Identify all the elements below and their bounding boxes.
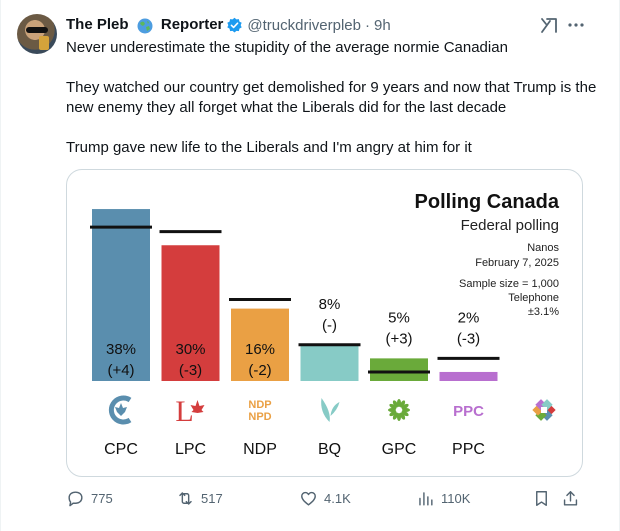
avatar-can [39, 36, 49, 50]
ppc-logo-icon: PPC [453, 403, 484, 420]
tweet-time[interactable]: 9h [373, 16, 391, 34]
tweet-line-2: They watched our country get demolished … [66, 79, 597, 116]
avatar[interactable] [17, 14, 57, 54]
cpc-logo-icon [108, 395, 132, 425]
author-name[interactable]: The Pleb Reporter [66, 16, 223, 33]
reply-icon [68, 490, 83, 506]
views-button[interactable]: 110K [416, 486, 470, 510]
bar-ppc [439, 371, 498, 381]
svg-text:L: L [175, 395, 193, 428]
like-count: 4.1K [324, 490, 351, 506]
separator-dot: · [364, 16, 370, 34]
grok-icon[interactable] [539, 15, 559, 35]
value-label-bq: 8% [319, 296, 341, 313]
tweet-header: The Pleb Reporter @truckdriverpleb · 9h [66, 15, 391, 35]
retweet-count: 517 [201, 490, 223, 506]
share-icon [563, 490, 578, 506]
more-dots-icon[interactable] [567, 16, 585, 34]
tweet-actions: 775 517 4.1K 110K [66, 486, 586, 510]
chart-subtitle: Federal polling [461, 217, 559, 234]
chart-method: Telephone [508, 292, 559, 304]
chart-title: Polling Canada [415, 191, 560, 213]
bar-gpc [370, 358, 428, 381]
polling-chart: Polling Canada Federal polling Nanos Feb… [90, 191, 560, 458]
category-label-ndp: NDP [243, 441, 277, 458]
category-label-lpc: LPC [175, 441, 206, 458]
share-button[interactable] [561, 486, 586, 510]
tweet-image[interactable]: Polling Canada Federal polling Nanos Feb… [66, 169, 583, 477]
change-label-cpc: (+4) [107, 362, 134, 379]
reply-count: 775 [91, 490, 113, 506]
tweet-line-3: Trump gave new life to the Liberals and … [66, 139, 472, 156]
value-label-ppc: 2% [458, 309, 480, 326]
view-count: 110K [441, 490, 471, 506]
value-label-gpc: 5% [388, 309, 410, 326]
retweet-icon [179, 491, 192, 505]
value-label-cpc: 38% [106, 341, 136, 358]
reply-button[interactable]: 775 [66, 486, 113, 510]
like-button[interactable]: 4.1K [299, 486, 351, 510]
bar-ndp [231, 308, 289, 381]
value-label-lpc: 30% [175, 341, 205, 358]
author-name-part1: The Pleb [66, 16, 129, 34]
change-label-bq: (-) [322, 317, 337, 334]
change-label-ppc: (-3) [457, 330, 480, 347]
svg-text:NPD: NPD [248, 411, 271, 423]
avatar-glasses [26, 27, 48, 33]
bar-cpc [92, 209, 150, 381]
views-icon [419, 491, 433, 506]
bookmark-button[interactable] [532, 486, 557, 510]
svg-text:NDP: NDP [248, 399, 271, 411]
heart-icon [301, 491, 316, 506]
author-handle[interactable]: @truckdriverpleb [247, 16, 361, 34]
category-label-cpc: CPC [104, 441, 138, 458]
category-label-bq: BQ [318, 441, 341, 458]
value-label-ndp: 16% [245, 341, 275, 358]
change-label-lpc: (-3) [179, 362, 202, 379]
bar-bq [300, 344, 359, 381]
verified-badge-icon [227, 17, 243, 32]
svg-text:PPC: PPC [453, 403, 484, 420]
retweet-button[interactable]: 517 [176, 486, 223, 510]
category-label-ppc: PPC [452, 441, 485, 458]
tweet-line-1: Never underestimate the stupidity of the… [66, 39, 508, 56]
bq-logo-icon [321, 398, 340, 422]
chart-date: February 7, 2025 [475, 257, 559, 269]
polling-canada-logo-icon [532, 399, 556, 421]
author-name-part2: Reporter [160, 16, 224, 34]
bar-lpc [161, 245, 220, 381]
chart-margin: ±3.1% [528, 306, 559, 318]
category-label-gpc: GPC [382, 441, 417, 458]
change-label-ndp: (-2) [248, 362, 271, 379]
tweet-text: Never underestimate the stupidity of the… [66, 38, 606, 158]
gpc-logo-icon [388, 399, 410, 421]
bookmark-icon [536, 490, 547, 506]
globe-emoji-icon [137, 18, 153, 34]
lpc-logo-icon: L [175, 395, 205, 428]
chart-source: Nanos [527, 242, 559, 254]
change-label-gpc: (+3) [385, 330, 412, 347]
chart-sample-size: Sample size = 1,000 [459, 278, 559, 290]
